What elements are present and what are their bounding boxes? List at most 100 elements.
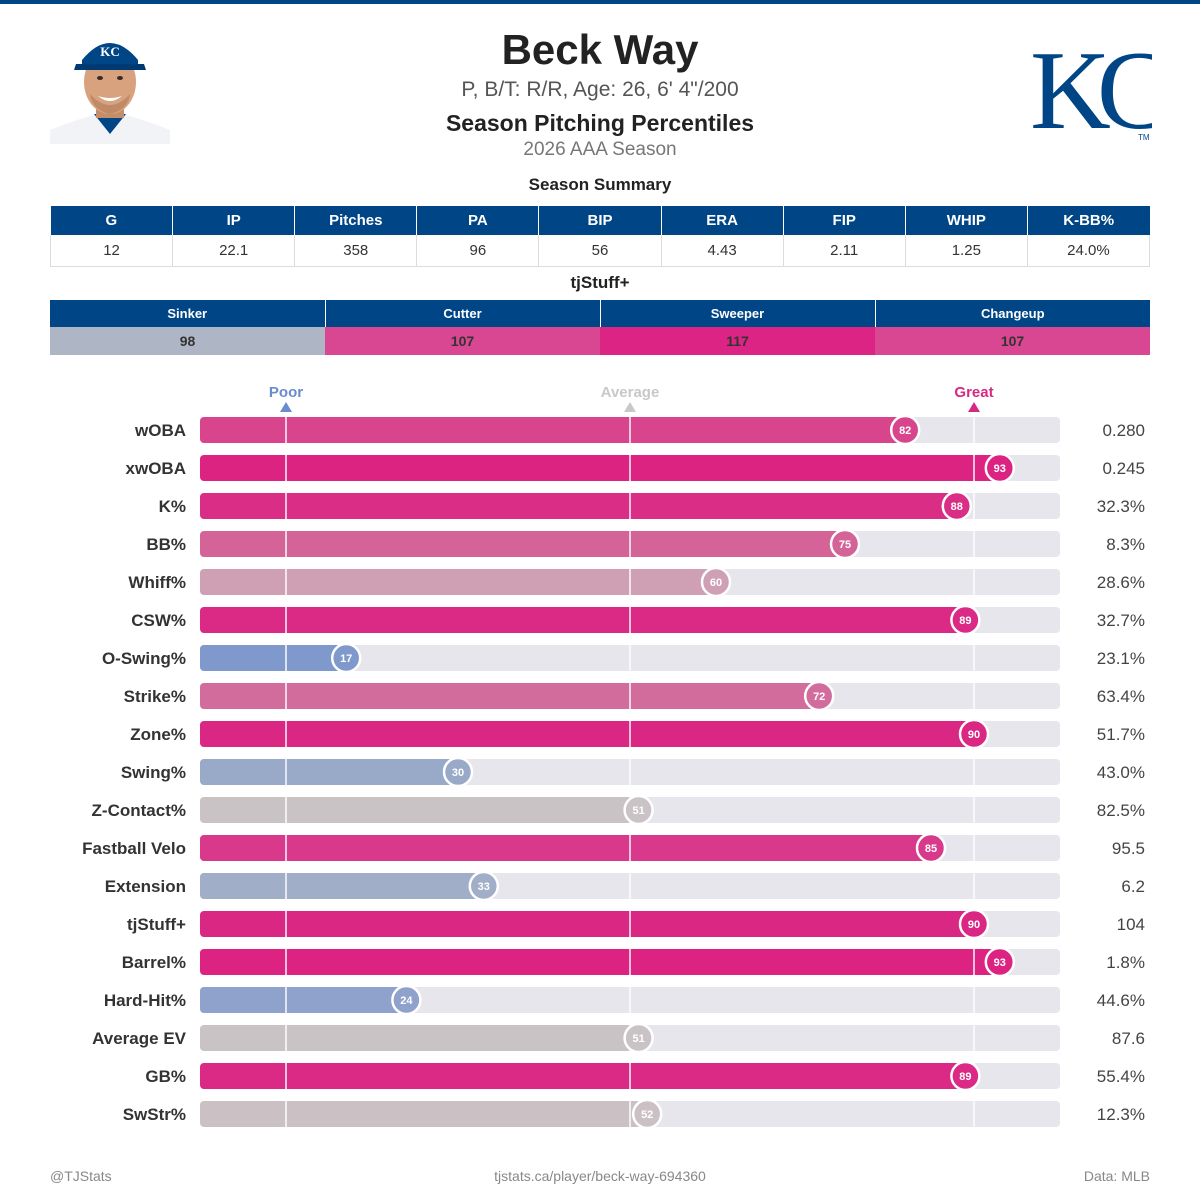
- stat-value-woba: 0.280: [1102, 421, 1145, 440]
- percentile-marker-swstr: [631, 1098, 663, 1130]
- tjstuff-table: Sinker Cutter Sweeper Changeup 98 107 117 107: [50, 300, 1150, 355]
- footer-url: tjstats.ca/player/beck-way-694360: [494, 1168, 706, 1184]
- percentile-label-swstr: 52: [641, 1109, 653, 1121]
- percentile-marker-z-contact: [623, 794, 654, 826]
- tjstuff-value-sinker: 98: [50, 327, 325, 355]
- marker-arrow-great: [968, 402, 980, 412]
- stat-value-gb: 55.4%: [1097, 1067, 1145, 1086]
- percentile-bar-zone: [200, 721, 974, 747]
- percentile-marker-average-ev: [623, 1022, 654, 1054]
- percentile-bar-woba: [200, 417, 906, 443]
- percentile-label-average-ev: 51: [632, 1033, 644, 1045]
- percentile-bar-extension: [200, 873, 484, 899]
- report-title: Season Pitching Percentiles: [445, 110, 755, 136]
- svg-text:TM: TM: [1138, 133, 1150, 142]
- percentile-bar-bb: [200, 531, 845, 557]
- stat-value-swing: 43.0%: [1097, 763, 1145, 782]
- percentile-marker-barrel: [984, 946, 1016, 978]
- summary-value-pa: 96: [416, 235, 540, 267]
- summary-value-bip: 56: [538, 235, 662, 267]
- svg-text:KC: KC: [1030, 29, 1152, 144]
- percentile-label-xwoba: 93: [994, 463, 1006, 475]
- summary-header-bip: BIP: [538, 206, 662, 235]
- tjstuff-header-sweeper: Sweeper: [600, 300, 876, 327]
- summary-value-k-bb-: 24.0%: [1026, 235, 1151, 267]
- metric-label-swing: Swing%: [121, 763, 186, 782]
- marker-label-poor: Poor: [269, 384, 303, 401]
- percentile-bar-barrel: [200, 949, 1000, 975]
- tjstuff-header-cutter: Cutter: [325, 300, 601, 327]
- stat-value-swstr: 12.3%: [1097, 1105, 1145, 1124]
- summary-header-whip: WHIP: [905, 206, 1028, 235]
- metric-label-whiff: Whiff%: [128, 573, 186, 592]
- percentile-marker-o-swing: [330, 642, 362, 674]
- percentile-marker-swing: [442, 756, 474, 788]
- metric-label-strike: Strike%: [124, 687, 186, 706]
- percentile-bar-csw: [200, 607, 966, 633]
- percentile-marker-bb: [829, 528, 861, 560]
- metric-label-average-ev: Average EV: [92, 1029, 187, 1048]
- percentile-label-woba: 82: [899, 425, 911, 437]
- team-logo: KC TM: [1026, 24, 1180, 153]
- percentile-marker-woba: [889, 414, 921, 446]
- percentile-bar-k: [200, 493, 957, 519]
- percentile-label-swing: 30: [452, 767, 464, 779]
- stat-value-k: 32.3%: [1097, 497, 1145, 516]
- metric-label-tjstuff: tjStuff+: [127, 915, 186, 934]
- metric-label-z-contact: Z-Contact%: [92, 801, 186, 820]
- summary-title: Season Summary: [528, 175, 672, 194]
- percentile-bar-swstr: [200, 1101, 648, 1127]
- summary-value-era: 4.43: [660, 235, 784, 267]
- summary-value-fip: 2.11: [782, 235, 906, 267]
- stat-value-xwoba: 0.245: [1102, 459, 1145, 478]
- metric-label-xwoba: xwOBA: [126, 459, 186, 478]
- tjstuff-value-changeup: 107: [875, 327, 1150, 355]
- percentile-label-fastball-velo: 85: [925, 843, 937, 855]
- stat-value-zone: 51.7%: [1097, 725, 1145, 744]
- percentile-marker-csw: [950, 604, 981, 636]
- metric-label-bb: BB%: [146, 535, 186, 554]
- metric-label-gb: GB%: [145, 1067, 186, 1086]
- percentile-bar-strike: [200, 683, 820, 709]
- summary-header-ip: IP: [172, 206, 296, 235]
- summary-header-era: ERA: [661, 206, 784, 235]
- stat-value-csw: 32.7%: [1097, 611, 1145, 630]
- tjstuff-header-sinker: Sinker: [50, 300, 326, 327]
- stat-value-average-ev: 87.6: [1112, 1029, 1145, 1048]
- marker-arrow-poor: [280, 402, 292, 412]
- percentile-marker-k: [941, 490, 973, 522]
- percentile-label-bb: 75: [839, 539, 851, 551]
- percentile-label-csw: 89: [959, 615, 971, 627]
- percentile-label-o-swing: 17: [340, 653, 352, 665]
- stat-value-hard-hit: 44.6%: [1097, 991, 1145, 1010]
- percentile-marker-extension: [468, 870, 500, 902]
- summary-header-pitches: Pitches: [294, 206, 418, 235]
- tjstuff-title: tjStuff+: [570, 273, 630, 292]
- percentile-bar-tjstuff: [200, 911, 974, 937]
- stat-value-barrel: 1.8%: [1106, 953, 1145, 972]
- percentile-bar-whiff: [200, 569, 716, 595]
- tjstuff-value-cutter: 107: [325, 327, 600, 355]
- percentile-label-strike: 72: [813, 691, 825, 703]
- percentile-bar-hard-hit: [200, 987, 407, 1013]
- summary-value-whip: 1.25: [904, 235, 1028, 267]
- tjstuff-value-sweeper: 117: [600, 327, 875, 355]
- summary-header-fip: FIP: [783, 206, 906, 235]
- percentile-label-k: 88: [951, 501, 963, 513]
- percentile-label-gb: 89: [959, 1071, 971, 1083]
- svg-text:KC: KC: [100, 44, 120, 59]
- percentile-label-barrel: 93: [994, 957, 1006, 969]
- percentile-chart: Poor Average Great wOBA 0.280 xwOBA 0.245 K% 32.…: [82, 384, 1145, 1130]
- player-name: Beck Way: [501, 26, 699, 73]
- metric-label-csw: CSW%: [131, 611, 186, 630]
- percentile-marker-strike: [803, 680, 835, 712]
- percentile-bar-swing: [200, 759, 458, 785]
- player-meta: P, B/T: R/R, Age: 26, 6' 4"/200: [461, 78, 739, 101]
- percentile-marker-xwoba: [984, 452, 1016, 484]
- stat-value-fastball-velo: 95.5: [1112, 839, 1145, 858]
- stat-value-strike: 63.4%: [1097, 687, 1145, 706]
- footer-source: Data: MLB: [1083, 1168, 1150, 1184]
- percentile-marker-hard-hit: [391, 984, 422, 1016]
- tjstuff-header-changeup: Changeup: [875, 300, 1150, 327]
- percentile-marker-tjstuff: [958, 908, 990, 940]
